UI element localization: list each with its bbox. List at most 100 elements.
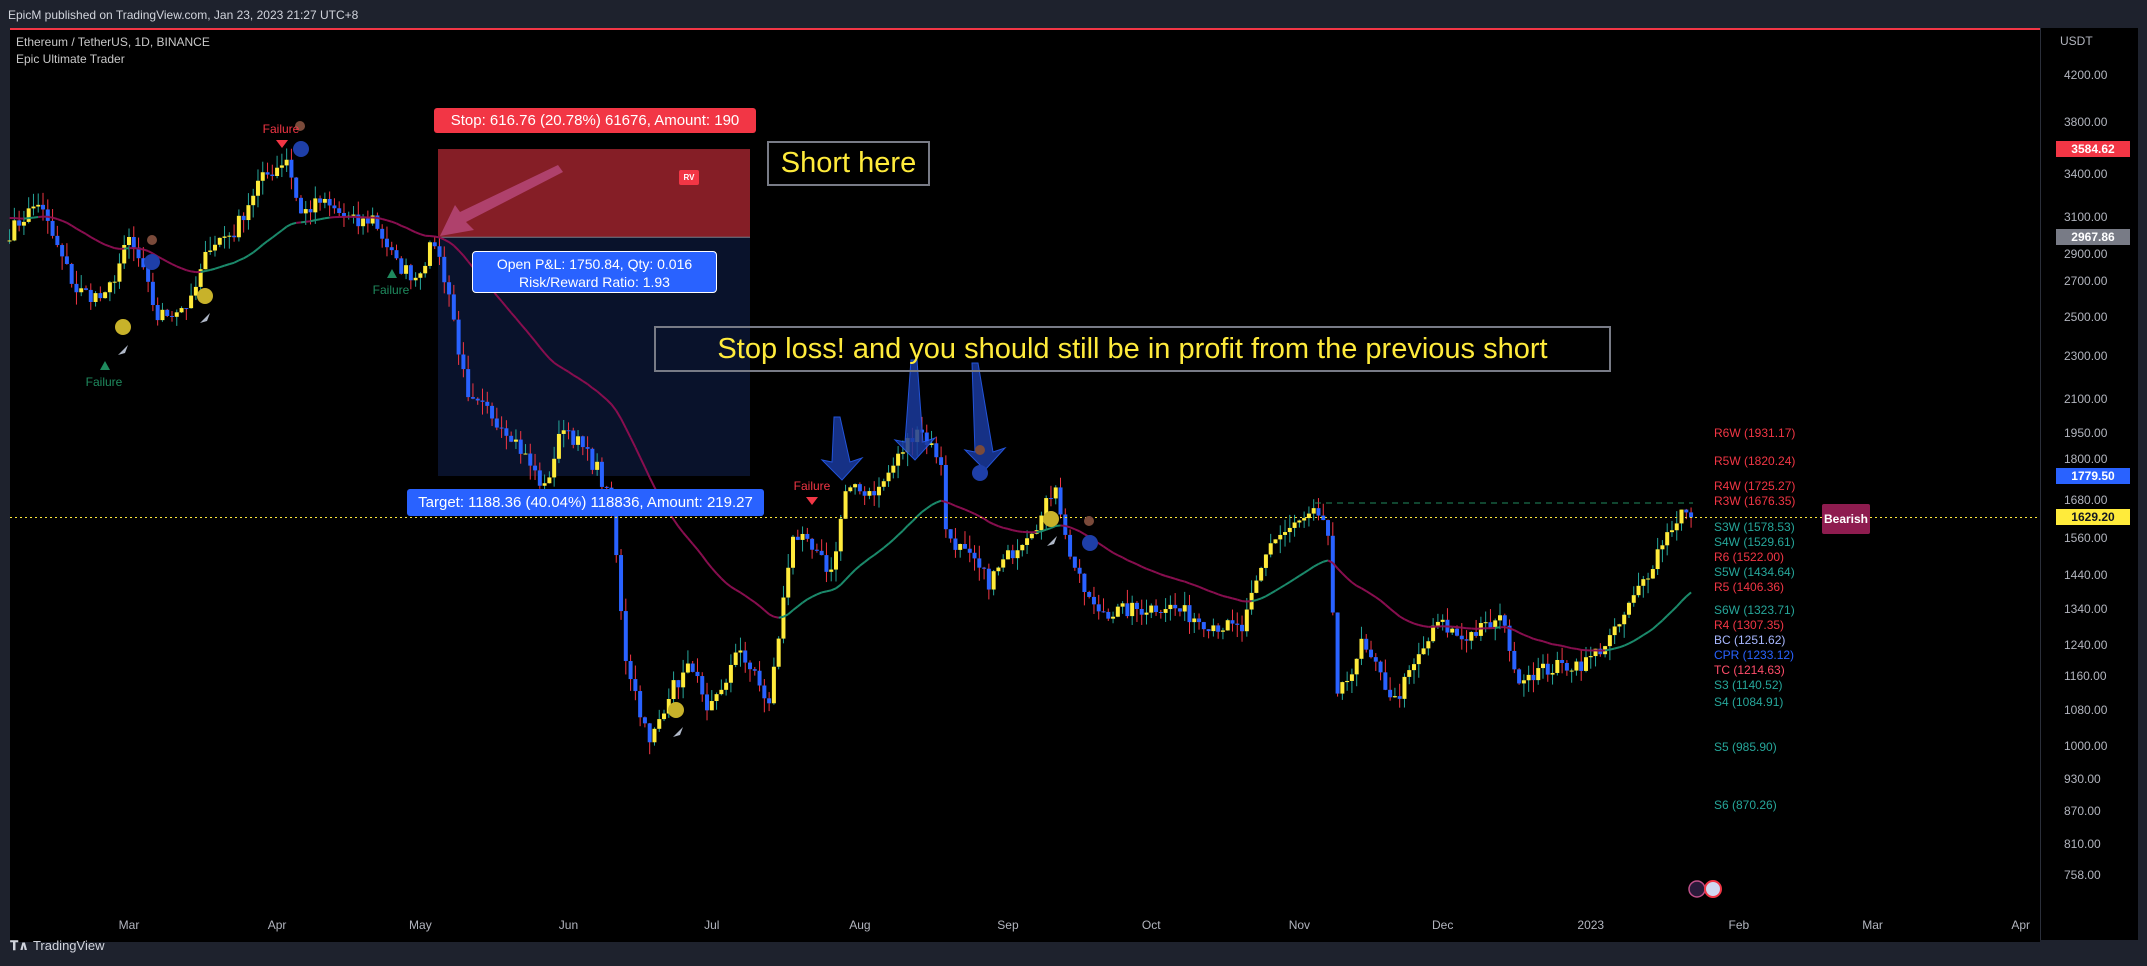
candle-body	[681, 672, 686, 688]
candle-body	[1674, 523, 1679, 531]
pivot-label: S3W (1578.53)	[1714, 520, 1795, 535]
moving-average-segment	[1332, 562, 1339, 570]
moving-average-segment	[23, 217, 29, 220]
candle-body	[857, 484, 862, 492]
triangle-up-icon	[387, 269, 397, 278]
moving-average-segment	[1122, 556, 1128, 562]
candle-body	[270, 174, 275, 176]
candle-body	[934, 443, 939, 458]
pnl-box[interactable]: Open P&L: 1750.84, Qty: 0.016 Risk/Rewar…	[472, 251, 717, 293]
candle-body	[294, 177, 299, 198]
moving-average-segment	[720, 577, 727, 584]
moving-average-segment	[1327, 559, 1334, 564]
moving-average-segment	[1461, 626, 1467, 630]
time-tick: Jun	[558, 918, 579, 932]
moving-average-segment	[400, 224, 407, 229]
moving-average-segment	[147, 250, 154, 255]
candle-body	[499, 427, 504, 429]
candle-body	[838, 518, 843, 552]
candle-body	[451, 294, 456, 320]
candle-body	[236, 215, 241, 238]
moving-average-segment	[921, 507, 928, 513]
moving-average-segment	[262, 240, 269, 246]
candle-body	[576, 436, 581, 445]
moving-average-segment	[854, 564, 861, 571]
candle-body	[131, 236, 136, 248]
moving-average-segment	[138, 247, 144, 251]
candle-body	[1058, 487, 1063, 515]
moving-average-segment	[61, 219, 68, 224]
candle-body	[537, 470, 542, 486]
moving-average-segment	[806, 595, 813, 601]
moving-average-segment	[181, 267, 187, 272]
price-tick: 930.00	[2064, 772, 2101, 787]
moving-average-segment	[1408, 620, 1415, 625]
price-tick: 870.00	[2064, 803, 2101, 818]
candle-body	[107, 282, 112, 293]
moving-average-segment	[1193, 584, 1200, 588]
moving-average-segment	[1609, 647, 1615, 651]
moving-average-segment	[887, 538, 894, 545]
candle-body	[824, 555, 829, 572]
stop-zone	[438, 149, 750, 238]
moving-average-segment	[1604, 648, 1611, 652]
candle-body	[1617, 624, 1622, 627]
candle-body	[485, 401, 490, 406]
moving-average-segment	[1557, 644, 1563, 647]
moving-average-segment	[1384, 603, 1391, 610]
candle-body	[122, 245, 127, 264]
candle-body	[1416, 654, 1421, 665]
stop-label[interactable]: Stop: 616.76 (20.78%) 61676, Amount: 190	[434, 108, 756, 133]
moving-average-segment	[462, 254, 469, 263]
moving-average-segment	[672, 518, 680, 527]
candle-body	[1268, 543, 1273, 555]
short-here-note[interactable]: Short here	[767, 141, 930, 186]
moving-average-segment	[1623, 642, 1630, 647]
footer-brand[interactable]: 𝐓∧ TradingView	[10, 938, 104, 954]
candle-body	[260, 172, 265, 181]
moving-average-segment	[109, 245, 115, 250]
candle-body	[1526, 674, 1531, 681]
moving-average-segment	[28, 216, 34, 220]
chart-legend: Ethereum / TetherUS, 1D, BINANCE Epic Ul…	[16, 34, 210, 68]
candle-body	[1048, 498, 1053, 500]
moving-average-segment	[324, 216, 330, 220]
triangle-down-icon	[276, 140, 288, 148]
candle-body	[1622, 614, 1627, 625]
moving-average-segment	[1131, 561, 1138, 566]
candle-body	[604, 486, 609, 488]
candle-body	[590, 448, 595, 470]
moving-average-segment	[171, 263, 178, 268]
candle-body	[1216, 625, 1221, 632]
candle-body	[619, 555, 624, 612]
candle-body	[1383, 672, 1388, 690]
moving-average-segment	[386, 219, 393, 223]
candle-body	[1540, 663, 1545, 669]
candle-body	[1631, 595, 1636, 603]
yellow-dot-icon	[197, 288, 213, 304]
candle-body	[523, 453, 528, 455]
candle-body	[117, 263, 122, 282]
candle-body	[1583, 657, 1588, 671]
candle-body	[724, 682, 729, 690]
candle-body	[1564, 662, 1569, 671]
stop-loss-note[interactable]: Stop loss! and you should still be in pr…	[654, 326, 1611, 372]
moving-average-segment	[300, 220, 306, 224]
candle-body	[642, 717, 647, 724]
candle-body	[972, 552, 977, 559]
moving-average-segment	[1036, 530, 1042, 534]
moving-average-segment	[99, 241, 106, 246]
rv-badge[interactable]: RV	[679, 170, 699, 185]
moving-average-segment	[1208, 589, 1214, 594]
symbol-title[interactable]: Ethereum / TetherUS, 1D, BINANCE	[16, 35, 210, 49]
moving-average-segment	[1069, 526, 1076, 531]
moving-average-segment	[66, 221, 73, 227]
moving-average-segment	[190, 270, 197, 274]
candle-body	[748, 662, 753, 670]
target-label[interactable]: Target: 1188.36 (40.04%) 118836, Amount:…	[407, 489, 764, 516]
chart-pane[interactable]	[10, 28, 2040, 942]
candle-body	[810, 538, 815, 550]
candle-body	[1316, 508, 1321, 516]
candle-body	[322, 198, 327, 203]
indicator-title[interactable]: Epic Ultimate Trader	[16, 52, 125, 66]
